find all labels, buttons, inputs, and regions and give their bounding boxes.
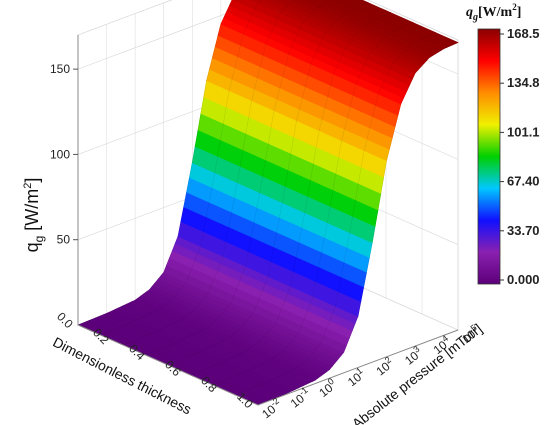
- colorbar-tick-label: 0.000: [507, 272, 540, 287]
- x-axis-line: [77, 324, 259, 406]
- y-tick-label: 102: [372, 355, 396, 379]
- colorbar-tick-label: 33.70: [507, 223, 540, 238]
- surface-patch: [431, 32, 459, 45]
- surface-mesh-line: [167, 2, 369, 366]
- colorbar-ticks: 168.5 134.8 101.1 67.40 33.70 0.000: [500, 26, 540, 287]
- y-axis-title: Absolute pressure [mTorr]: [349, 320, 485, 425]
- x-tick-label: 0.0: [54, 309, 76, 331]
- surface-mesh-line: [235, 32, 436, 396]
- colorbar-tick-label: 168.5: [507, 26, 540, 41]
- colorbar-tick-label: 101.1: [507, 124, 540, 139]
- colorbar-tick-label: 134.8: [507, 75, 540, 90]
- y-tick-label: 103: [401, 344, 425, 368]
- z-tick-label: 50: [57, 233, 71, 247]
- colorbar-bar: [477, 28, 501, 285]
- y-tick-label: 100: [315, 376, 339, 400]
- z-tick-label: 150: [50, 62, 70, 76]
- z-tick-label: 100: [50, 147, 70, 161]
- surface-mesh-line: [212, 22, 414, 386]
- y-tick-label: 101: [344, 365, 368, 389]
- surface-mesh-line: [257, 42, 459, 406]
- surface-mesh-line: [77, 0, 233, 326]
- y-axis-line: [257, 329, 459, 406]
- axis-frame: [77, 35, 459, 406]
- surface-plot: [77, 0, 459, 406]
- surface-mesh-line: [122, 0, 293, 346]
- colorbar-title: qg[W/m2]: [466, 2, 521, 23]
- y-tick-label: 105: [458, 322, 482, 346]
- surface-mesh-line: [100, 0, 261, 336]
- colorbar-tick-label: 67.40: [507, 174, 540, 189]
- surface-mesh-line: [145, 0, 330, 356]
- y-tick-label: 104: [429, 333, 453, 357]
- colorbar: qg[W/m2] 168.5 134.8 101.1 67.40 33.70 0.000: [466, 2, 540, 287]
- surface-mesh-line: [190, 12, 391, 376]
- z-axis-title: qg [W/m2]: [22, 178, 46, 253]
